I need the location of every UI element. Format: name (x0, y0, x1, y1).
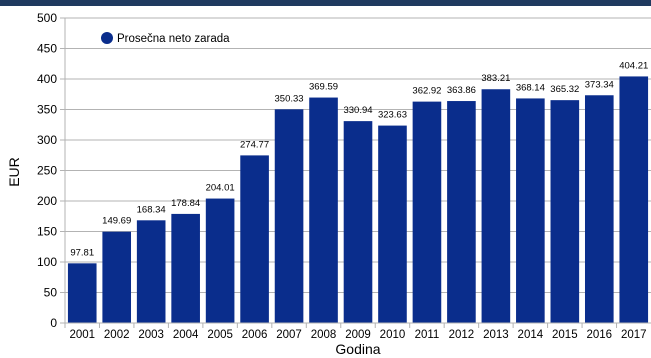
bar (447, 101, 476, 323)
x-tick-label: 2015 (552, 329, 578, 341)
y-tick-label: 150 (37, 225, 57, 239)
bar (412, 101, 442, 323)
bar (240, 155, 269, 323)
bar (516, 98, 545, 323)
bar (584, 95, 614, 323)
y-tick-label: 100 (37, 255, 57, 269)
y-tick-label: 450 (37, 42, 57, 56)
y-tick-label: 250 (37, 164, 57, 178)
data-label: 369.59 (309, 82, 338, 93)
data-label: 404.21 (619, 60, 648, 71)
bar (171, 213, 200, 323)
bar (378, 125, 407, 324)
y-tick-label: 50 (44, 286, 58, 300)
x-tick-label: 2017 (621, 329, 647, 341)
bar (619, 76, 649, 323)
bar (274, 109, 304, 323)
data-label: 368.14 (516, 82, 545, 93)
x-tick-label: 2006 (242, 329, 268, 341)
bars (67, 76, 649, 324)
y-tick-label: 300 (37, 133, 57, 147)
data-label: 274.77 (240, 139, 269, 150)
x-tick-label: 2011 (415, 329, 440, 341)
bar (309, 97, 338, 323)
legend-marker (101, 32, 113, 44)
legend-label: Prosečna neto zarada (117, 33, 230, 45)
x-tick-label: 2005 (207, 329, 233, 341)
data-labels: 97.81 149.69 168.34 178.84 204.01 274.77 350.3… (70, 60, 648, 258)
bar (343, 121, 373, 323)
y-tick-label: 500 (37, 11, 57, 25)
data-label: 168.34 (137, 204, 166, 215)
x-tick-label: 2001 (69, 329, 95, 341)
x-tick-label: 2010 (380, 329, 406, 341)
y-axis-title: EUR (6, 157, 22, 187)
x-tick-label: 2008 (311, 329, 337, 341)
x-tick-label: 2014 (518, 329, 544, 341)
legend: Prosečna neto zarada (101, 32, 230, 45)
y-tick-label: 350 (37, 103, 57, 117)
x-tick-label: 2002 (104, 329, 130, 341)
data-label: 363.86 (447, 85, 476, 96)
y-tick-label: 0 (50, 316, 57, 330)
x-tick-label: 2016 (586, 329, 612, 341)
data-label: 178.84 (171, 198, 200, 209)
axes: 0 50 100 150 200 250 300 350 400 450 500 2001 2002 20… (37, 11, 651, 341)
top-band (0, 0, 651, 6)
y-tick-label: 200 (37, 194, 57, 208)
x-tick-label: 2013 (483, 329, 509, 341)
data-label: 323.63 (378, 110, 407, 121)
y-tick-label: 400 (37, 72, 57, 86)
data-label: 149.69 (102, 216, 131, 227)
bar (136, 220, 166, 323)
data-label: 350.33 (275, 93, 304, 104)
x-axis-title: Godina (335, 341, 380, 357)
x-tick-label: 2012 (449, 329, 475, 341)
bar (67, 263, 97, 323)
data-label: 383.21 (481, 73, 510, 84)
bar (481, 89, 511, 323)
data-label: 365.32 (550, 84, 579, 95)
x-tick-label: 2004 (173, 329, 199, 341)
data-label: 373.34 (585, 79, 614, 90)
x-tick-label: 2003 (138, 329, 164, 341)
bar (550, 100, 580, 323)
x-tick-label: 2009 (345, 329, 371, 341)
data-label: 204.01 (206, 183, 235, 194)
bar (102, 231, 132, 323)
x-tick-label: 2007 (276, 329, 302, 341)
data-label: 362.92 (412, 86, 441, 97)
bar (205, 198, 235, 323)
data-label: 97.81 (70, 247, 94, 258)
data-label: 330.94 (343, 105, 372, 116)
